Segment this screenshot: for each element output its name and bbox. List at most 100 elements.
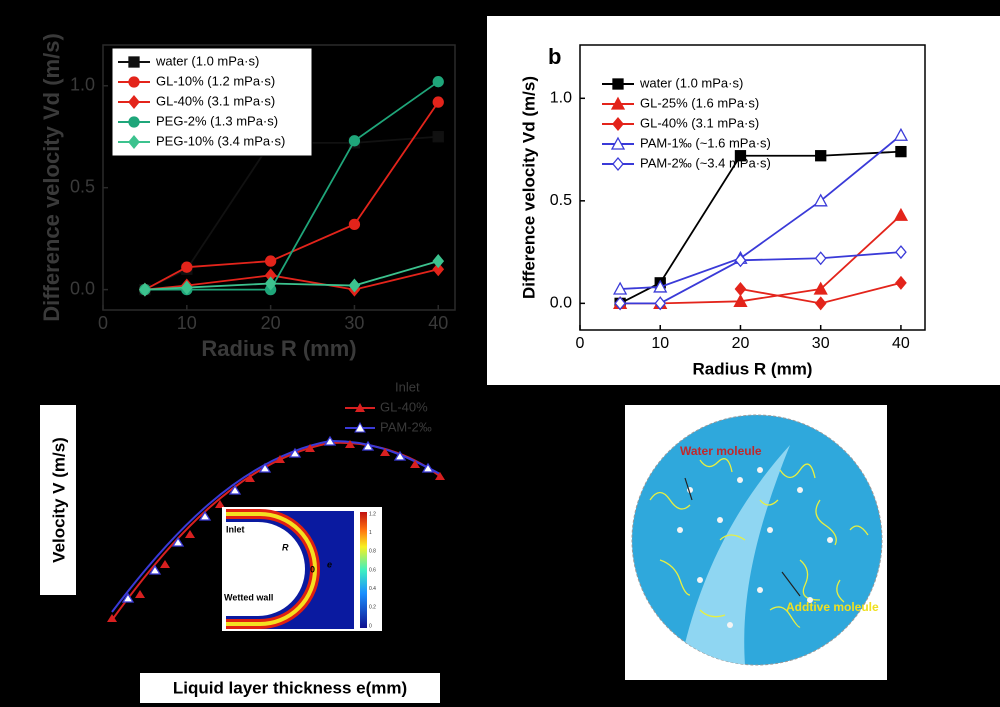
legend-marker (610, 96, 626, 110)
water-molecules (677, 467, 833, 628)
marker (432, 262, 445, 277)
marker (613, 281, 628, 295)
legend-marker (128, 56, 140, 68)
y-tick-label: 1.0 (550, 90, 572, 107)
x-tick-label: 20 (732, 335, 750, 352)
y-tick-label: 0.0 (550, 295, 572, 312)
arrow (684, 477, 693, 501)
inset-label: Inlet (226, 524, 245, 534)
marker (432, 96, 444, 108)
x-tick-label: 10 (177, 313, 197, 333)
marker (734, 281, 747, 297)
marker (813, 193, 828, 207)
inset-label: R (282, 542, 289, 552)
water-label: Water moleule (680, 444, 762, 458)
marker (895, 275, 907, 290)
legend-marker (128, 134, 140, 150)
legend-marker (128, 116, 140, 128)
x-tick-label: 30 (812, 335, 830, 352)
legend-label: GL-25% (1.6 mPa·s) (640, 95, 759, 110)
x-tick-label: 0 (98, 313, 108, 333)
inset-label: Wetted wall (224, 592, 273, 602)
inset-film-core (226, 512, 317, 626)
legend-label: water (1.0 mPa·s) (639, 75, 743, 90)
legend-label: PEG-2% (1.3 mPa·s) (156, 113, 278, 128)
marker (432, 254, 445, 269)
legend-label: GL-40% (380, 399, 428, 414)
y-axis-label: Difference velocity Vd (m/s) (39, 33, 64, 322)
legend-label: PAM-1‰ (~1.6 mPa·s) (640, 135, 771, 150)
gl-markers (107, 440, 445, 622)
y-tick-label: 0.5 (70, 176, 95, 196)
legend-marker (610, 136, 626, 150)
legend-marker (612, 116, 624, 132)
marker (814, 251, 827, 266)
x-tick-label: 0 (576, 335, 585, 352)
x-tick-label: 40 (892, 335, 910, 352)
marker (181, 261, 193, 273)
colorbar-label: 0.8 (369, 549, 376, 555)
x-axis-label: Liquid layer thickness e(mm) (173, 678, 407, 697)
marker (654, 296, 667, 311)
marker (653, 279, 668, 293)
panel-c: Velocity V (m/s) Liquid layer thickness … (40, 379, 445, 703)
colorbar-label: 1 (369, 530, 372, 536)
arrow (781, 571, 801, 597)
marker (893, 127, 909, 141)
legend-marker (354, 421, 366, 433)
marker (733, 293, 748, 307)
y-axis-label: Difference velocity Vd (m/s) (519, 76, 538, 299)
marker (348, 218, 361, 231)
colorbar-label: 0.4 (369, 586, 376, 592)
colorbar-label: 0.6 (369, 567, 376, 573)
plot-frame (579, 44, 926, 331)
legend-label: water (1.0 mPa·s) (155, 53, 259, 68)
y-axis-label: Velocity V (m/s) (49, 437, 68, 563)
marker (432, 76, 444, 88)
colorbar-labels: 1.2 1 0.8 0.6 0.4 0.2 0 (369, 511, 376, 629)
marker (893, 207, 909, 221)
additive-label: Addtive moleule (786, 600, 879, 614)
panel-d: Water moleule Addtive moleule (625, 405, 887, 680)
x-tick-label: 20 (261, 313, 281, 333)
colorbar-label: 0 (369, 623, 372, 629)
marker (180, 280, 193, 295)
legend-label: GL-40% (3.1 mPa·s) (640, 115, 759, 130)
x-axis-label: Radius R (mm) (693, 359, 813, 378)
marker (264, 255, 277, 267)
legend-marker (128, 94, 140, 110)
legend-marker (355, 403, 365, 412)
wedge (680, 445, 790, 665)
panel-label: b (548, 44, 561, 69)
legend-label: GL-40% (3.1 mPa·s) (156, 93, 275, 108)
panel-b-background (487, 16, 1000, 385)
inset-label: e (327, 559, 332, 569)
pam-markers (121, 435, 435, 603)
y-tick-label: 0.0 (70, 278, 95, 298)
x-tick-label: 10 (651, 335, 669, 352)
legend-label: GL-10% (1.2 mPa·s) (156, 73, 275, 88)
plot-frame (102, 44, 456, 311)
marker (895, 145, 907, 158)
legend-label: PAM-2‰ (380, 419, 432, 434)
y-tick-label: 1.0 (70, 75, 95, 95)
marker (813, 281, 828, 295)
marker (348, 135, 361, 147)
marker (348, 278, 361, 293)
colorbar (360, 512, 367, 628)
marker (814, 296, 827, 311)
x-label-box (140, 673, 440, 703)
legend-marker (612, 156, 624, 172)
inset-wall (226, 522, 305, 616)
colorbar-label: 1.2 (369, 511, 376, 517)
legend-label: PEG-10% (3.4 mPa·s) (156, 133, 285, 148)
marker (734, 150, 747, 162)
legend-title: Inlet (395, 379, 420, 394)
marker (139, 282, 151, 297)
marker (614, 296, 626, 311)
inset-label: 0 (310, 564, 315, 574)
marker (734, 253, 747, 268)
y-tick-label: 0.5 (550, 192, 572, 209)
